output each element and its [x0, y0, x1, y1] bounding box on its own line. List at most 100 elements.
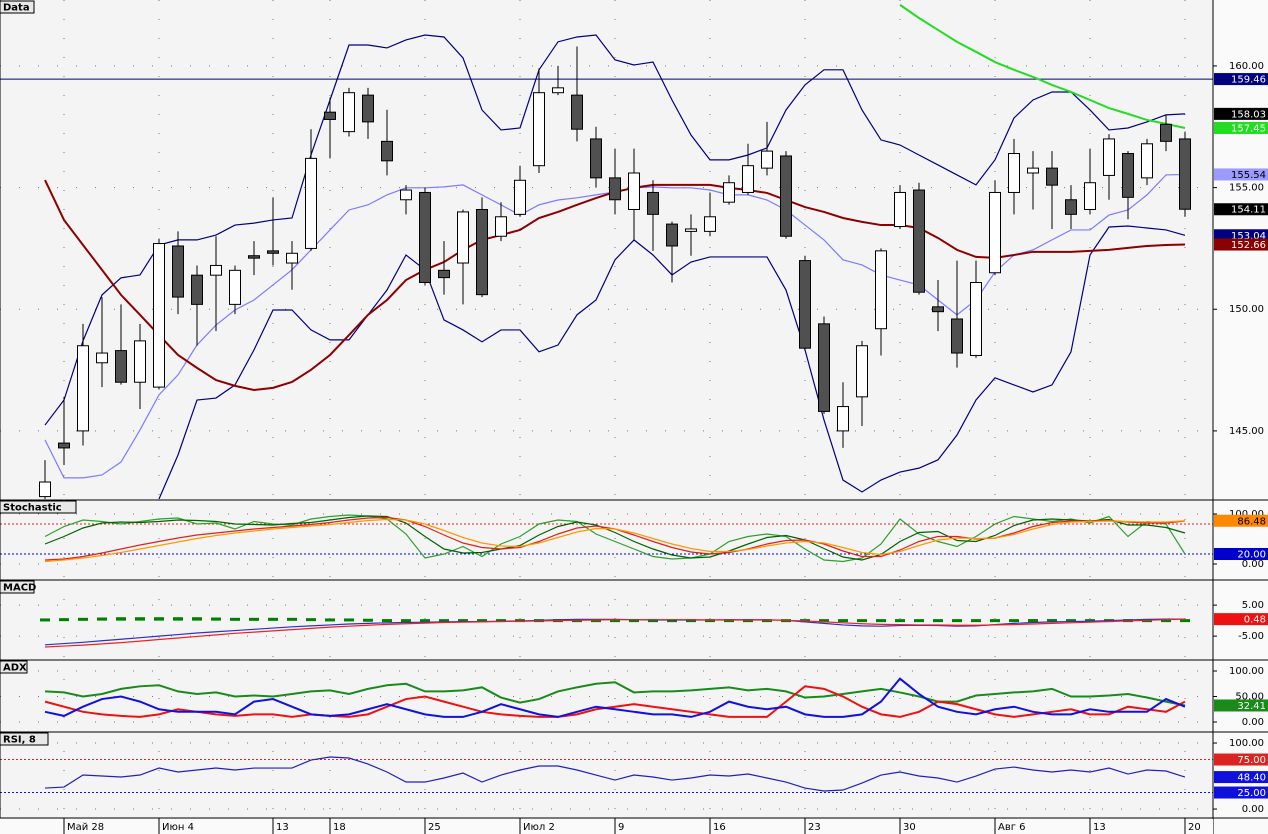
histogram-bar [990, 619, 1000, 623]
value-tag-label: 157.45 [1231, 123, 1266, 134]
candle-body [39, 481, 51, 498]
histogram-bar [838, 619, 848, 623]
histogram-bar [686, 619, 696, 623]
histogram-bar [933, 619, 943, 623]
candle-body [666, 223, 678, 247]
candle-body [647, 191, 659, 215]
histogram-bar [344, 618, 354, 622]
value-tag-label: 20.00 [1237, 550, 1266, 561]
candle-body [96, 352, 108, 364]
y-tick-label: 0.00 [1242, 804, 1264, 815]
y-tick-label: 5.00 [1242, 600, 1264, 611]
value-tag-label: 86.48 [1237, 516, 1266, 527]
candle-body [514, 179, 526, 215]
series-line [44, 681, 1186, 707]
x-tick-label: 13 [1093, 822, 1106, 833]
value-tag-label: 152.66 [1231, 240, 1266, 251]
value-tag [1214, 168, 1268, 181]
x-tick-label: 18 [333, 822, 346, 833]
candle-body [837, 406, 849, 432]
value-tag-label: 159.46 [1231, 75, 1266, 86]
value-tag-label: 154.11 [1231, 205, 1266, 216]
histogram-bar [1161, 619, 1171, 623]
candle-body [571, 94, 583, 130]
value-tag [1214, 771, 1268, 784]
candle-body [780, 155, 792, 237]
series-line [44, 756, 1186, 792]
value-tag-label: 158.03 [1231, 109, 1266, 120]
value-tag-label: 153.04 [1231, 231, 1266, 242]
histogram-bar [610, 619, 620, 623]
histogram-bar [496, 619, 506, 623]
candle-body [324, 111, 336, 120]
x-tick-label: Июл 2 [523, 822, 555, 833]
candle-body [1084, 182, 1096, 210]
value-tag [1214, 753, 1268, 766]
value-tag [1214, 107, 1268, 120]
candle-body [210, 264, 222, 276]
panel-title: Data [3, 3, 30, 14]
histogram-bar [876, 619, 886, 623]
candle-body [989, 191, 1001, 274]
histogram-bar [325, 618, 335, 622]
y-tick-label: 100.00 [1229, 509, 1264, 520]
y-tick-label: 0.00 [1242, 559, 1264, 570]
candle-body [533, 92, 545, 167]
candle-body [305, 157, 317, 249]
value-tag-label: 48.40 [1237, 773, 1266, 784]
candle-body [552, 87, 564, 94]
histogram-bar [1047, 619, 1057, 623]
series-line [44, 677, 1186, 718]
histogram-bar [1085, 619, 1095, 623]
histogram-bar [401, 619, 411, 623]
panel-title-box [0, 500, 77, 514]
histogram-bar [382, 619, 392, 623]
x-tick-label: 25 [428, 822, 441, 833]
histogram-bar [268, 617, 278, 621]
value-tag [1214, 699, 1268, 712]
value-tag-label: 0.48 [1244, 615, 1266, 626]
histogram-bar [477, 619, 487, 623]
series-line [44, 518, 1186, 563]
candle-body [1141, 143, 1153, 179]
histogram-bar [173, 617, 183, 621]
histogram-bar [135, 617, 145, 621]
panel-title: Stochastic [3, 503, 62, 514]
candle-body [457, 211, 469, 264]
candle-body [894, 191, 906, 228]
value-tag-label: 155.54 [1231, 170, 1266, 181]
candle-body [1103, 138, 1115, 176]
histogram-bar [724, 619, 734, 623]
value-tag [1214, 121, 1268, 134]
candle-body [1160, 123, 1172, 142]
y-tick-label: 100.00 [1229, 666, 1264, 677]
candle-body [400, 189, 412, 201]
x-tick-label: 9 [618, 822, 624, 833]
candle-body [875, 250, 887, 330]
y-tick-label: 160.00 [1229, 61, 1264, 72]
histogram-bar [1028, 619, 1038, 623]
candle-body [229, 269, 241, 305]
candle-body [267, 250, 279, 254]
panel-title-box [0, 660, 28, 674]
histogram-bar [40, 618, 50, 622]
candle-body [818, 323, 830, 412]
x-tick-label: Авг 6 [998, 822, 1026, 833]
candle-body [1065, 199, 1077, 215]
histogram-bar [1180, 619, 1190, 623]
candle-body [723, 182, 735, 203]
value-tag [1214, 238, 1268, 251]
candle-body [58, 442, 70, 449]
value-tag [1214, 229, 1268, 242]
value-tag-label: 75.00 [1237, 755, 1266, 766]
candle-body [932, 306, 944, 313]
series-line [44, 685, 1186, 718]
histogram-bar [458, 619, 468, 623]
candle-body [951, 318, 963, 354]
candle-body [134, 340, 146, 383]
candle-body [628, 172, 640, 210]
histogram-bar [648, 619, 658, 623]
panel [0, 580, 1213, 660]
